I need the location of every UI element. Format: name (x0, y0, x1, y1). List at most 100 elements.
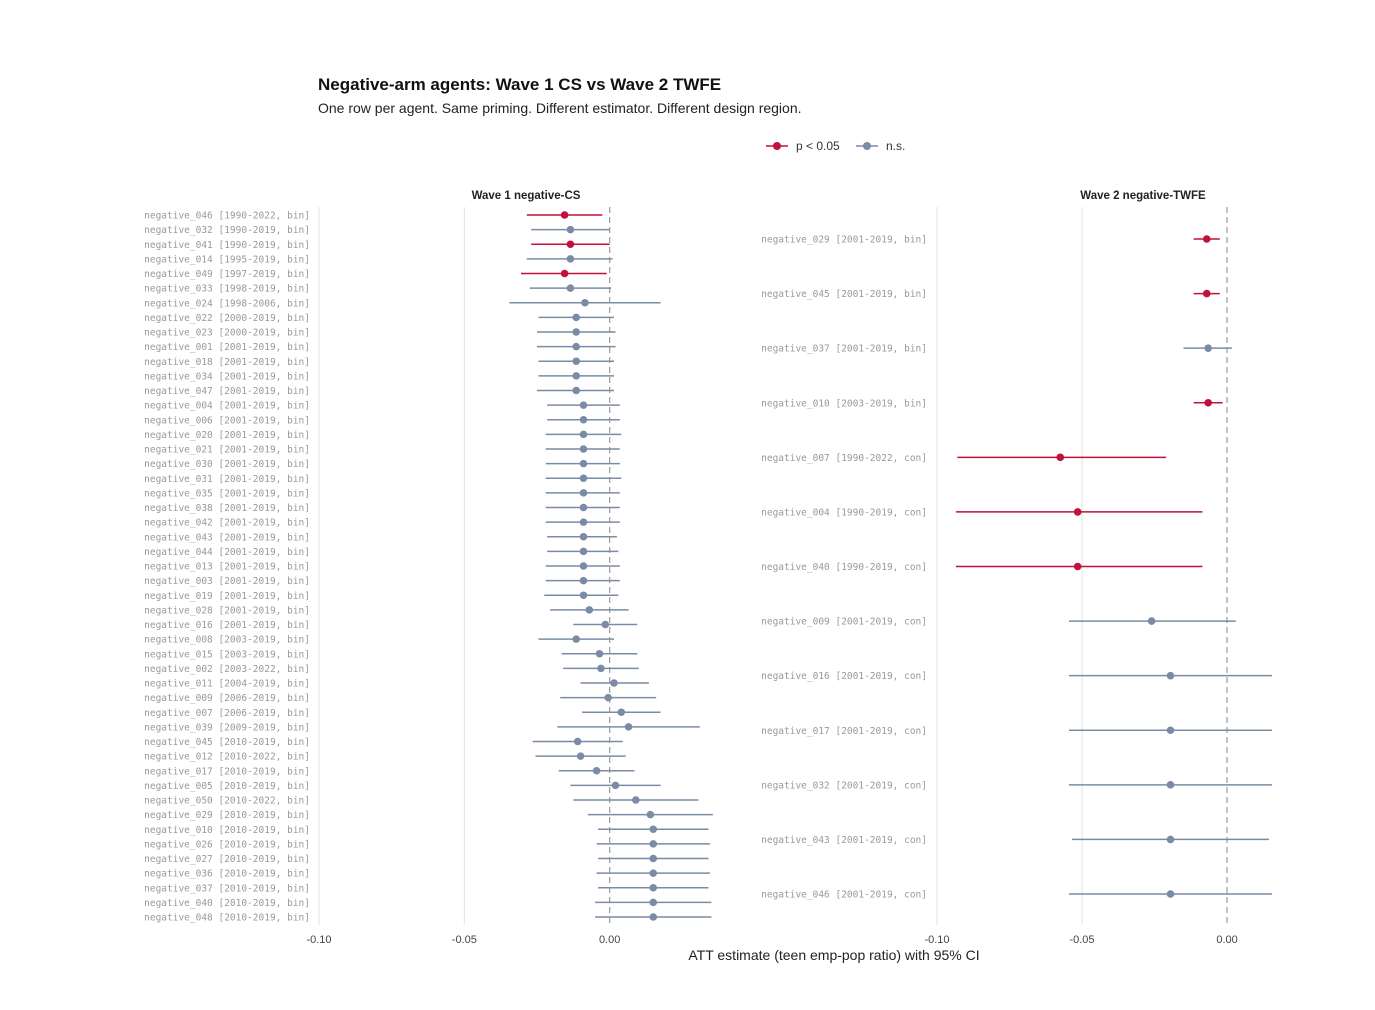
point-estimate (576, 752, 585, 760)
point-estimate (572, 342, 581, 351)
legend-sig-marker (773, 142, 781, 150)
point-estimate (1166, 890, 1175, 898)
agent-row-label: negative_044 [2001-2019, bin] (144, 547, 310, 558)
point-estimate (1166, 781, 1175, 789)
panel-2-title: Wave 2 negative-TWFE (1080, 190, 1206, 202)
point-estimate (649, 883, 658, 892)
point-estimate (1073, 508, 1082, 516)
point-estimate (592, 766, 601, 775)
point-estimate (572, 357, 581, 366)
point-estimate (572, 372, 581, 380)
agent-row-label: negative_027 [2010-2019, bin] (144, 854, 310, 865)
point-estimate (560, 269, 569, 278)
point-estimate (566, 284, 575, 292)
point-estimate (579, 401, 588, 409)
x-axis-title: ATT estimate (teen emp-pop ratio) with 9… (688, 947, 979, 963)
agent-row-label: negative_020 [2001-2019, bin] (144, 430, 310, 441)
agent-row-label: negative_016 [2001-2019, con] (761, 671, 927, 682)
point-estimate (646, 810, 655, 819)
agent-row-label: negative_049 [1997-2019, bin] (144, 269, 310, 280)
agent-row-label: negative_019 [2001-2019, bin] (144, 591, 310, 602)
agent-row-label: negative_009 [2006-2019, bin] (144, 693, 310, 704)
agent-row-label: negative_037 [2001-2019, bin] (761, 344, 927, 355)
point-estimate (632, 796, 640, 804)
agent-row-label: negative_030 [2001-2019, bin] (144, 459, 310, 470)
point-estimate (579, 503, 588, 512)
agent-row-label: negative_037 [2010-2019, bin] (144, 883, 310, 894)
agent-row-label: negative_040 [1990-2019, con] (761, 562, 927, 573)
point-estimate (585, 606, 594, 614)
agent-row-label: negative_029 [2001-2019, bin] (761, 235, 927, 246)
legend-ns-label: n.s. (886, 139, 905, 153)
point-estimate (1056, 453, 1065, 462)
panel-wave2-plot: -0.10 -0.05 0.00 negative_029 [2001-2019, b… (761, 207, 1272, 946)
point-estimate (566, 240, 575, 249)
x-tick-label: -0.10 (306, 934, 331, 946)
agent-row-label: negative_041 [1990-2019, bin] (144, 240, 310, 251)
point-estimate (1202, 235, 1211, 243)
panel-wave1-plot: -0.10 -0.05 0.00 negative_046 [1990-2022, b… (144, 207, 713, 946)
point-estimate (573, 737, 582, 746)
point-estimate (649, 913, 658, 921)
agent-row-label: negative_050 [2010-2022, bin] (144, 796, 310, 807)
agent-row-label: negative_015 [2003-2019, bin] (144, 649, 310, 660)
point-estimate (649, 825, 658, 834)
point-estimate (1166, 726, 1175, 735)
point-estimate (566, 255, 575, 263)
agent-row-label: negative_004 [1990-2019, con] (761, 507, 927, 518)
agent-row-label: negative_035 [2001-2019, bin] (144, 488, 310, 499)
legend-sig-label: p < 0.05 (796, 139, 840, 153)
point-estimate (572, 386, 581, 395)
point-estimate (572, 313, 581, 322)
point-estimate (1147, 617, 1156, 625)
point-estimate (601, 620, 610, 629)
agent-row-label: negative_032 [1990-2019, bin] (144, 225, 310, 236)
agent-row-label: negative_010 [2003-2019, bin] (761, 398, 927, 409)
legend-ns-marker (863, 142, 871, 150)
agent-row-label: negative_032 [2001-2019, con] (761, 780, 927, 791)
point-estimate (604, 693, 613, 702)
point-estimate (1166, 835, 1175, 844)
agent-row-label: negative_004 [2001-2019, bin] (144, 401, 310, 412)
point-estimate (572, 328, 581, 336)
x-tick-label: 0.00 (599, 934, 620, 946)
agent-row-label: negative_011 [2004-2019, bin] (144, 679, 310, 690)
agent-row-label: negative_043 [2001-2019, con] (761, 835, 927, 846)
point-estimate (624, 723, 633, 731)
point-estimate (611, 781, 620, 790)
agent-row-label: negative_023 [2000-2019, bin] (144, 328, 310, 339)
agent-row-label: negative_016 [2001-2019, bin] (144, 620, 310, 631)
agent-row-label: negative_045 [2010-2019, bin] (144, 737, 310, 748)
agent-row-label: negative_039 [2009-2019, bin] (144, 722, 310, 733)
point-estimate (1073, 562, 1082, 571)
agent-row-label: negative_007 [2006-2019, bin] (144, 708, 310, 719)
point-estimate (566, 225, 575, 234)
agent-row-label: negative_017 [2001-2019, con] (761, 726, 927, 737)
point-estimate (595, 649, 604, 658)
point-estimate (649, 869, 658, 877)
agent-row-label: negative_022 [2000-2019, bin] (144, 313, 310, 324)
point-estimate (649, 840, 658, 848)
x-tick-label: -0.05 (1069, 934, 1094, 946)
point-estimate (597, 664, 605, 673)
point-estimate (579, 459, 588, 468)
agent-row-label: negative_014 [1995-2019, bin] (144, 254, 310, 265)
point-estimate (579, 430, 588, 439)
chart-subtitle: One row per agent. Same priming. Differe… (318, 100, 802, 116)
point-estimate (649, 898, 658, 907)
agent-row-label: negative_005 [2010-2019, bin] (144, 781, 310, 792)
point-estimate (617, 708, 626, 717)
agent-row-label: negative_002 [2003-2022, bin] (144, 664, 310, 675)
legend: p < 0.05 n.s. (766, 139, 905, 153)
point-estimate (610, 679, 618, 687)
agent-row-label: negative_017 [2010-2019, bin] (144, 766, 310, 777)
agent-row-label: negative_046 [2001-2019, con] (761, 890, 927, 901)
agent-row-label: negative_048 [2010-2019, bin] (144, 913, 310, 924)
agent-row-label: negative_006 [2001-2019, bin] (144, 415, 310, 426)
point-estimate (579, 474, 588, 483)
agent-row-label: negative_009 [2001-2019, con] (761, 617, 927, 628)
agent-row-label: negative_038 [2001-2019, bin] (144, 503, 310, 514)
agent-row-label: negative_033 [1998-2019, bin] (144, 284, 310, 295)
agent-row-label: negative_046 [1990-2022, bin] (144, 211, 310, 222)
